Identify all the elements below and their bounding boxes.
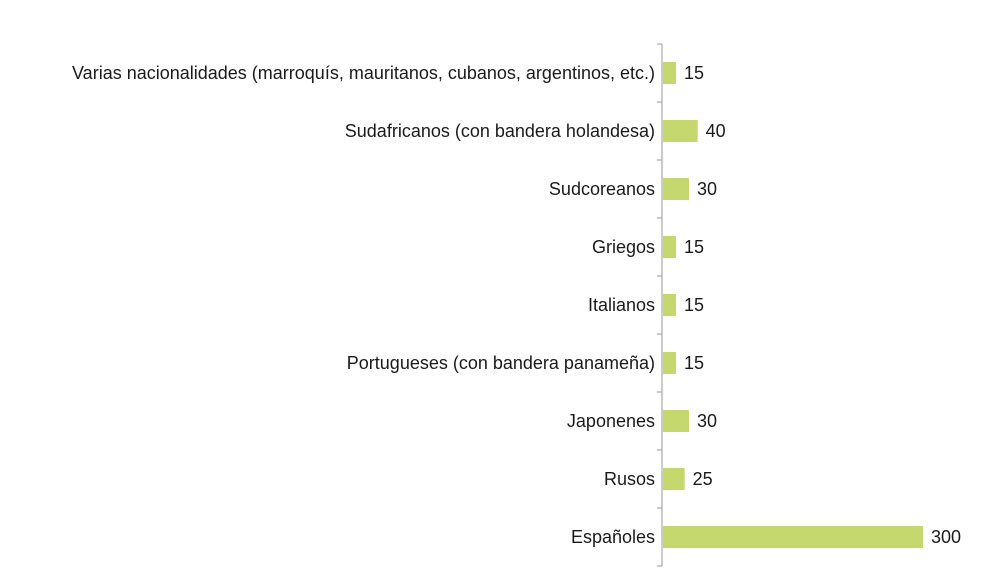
- data-label: 15: [684, 295, 704, 315]
- category-label: Españoles: [571, 527, 655, 547]
- data-label: 30: [697, 179, 717, 199]
- data-label: 300: [931, 527, 961, 547]
- category-label: Griegos: [592, 237, 655, 257]
- bar-7: [663, 468, 685, 490]
- bar-5: [663, 352, 676, 374]
- category-label: Italianos: [588, 295, 655, 315]
- bar-6: [663, 410, 689, 432]
- data-label: 25: [693, 469, 713, 489]
- bar-3: [663, 236, 676, 258]
- category-label: Japonenes: [567, 411, 655, 431]
- data-label: 15: [684, 63, 704, 83]
- value-labels-layer: 15 40 30 15 15 15 30 25 300: [684, 63, 961, 547]
- axis-layer: [657, 43, 663, 567]
- bar-0: [663, 62, 676, 84]
- category-label: Rusos: [604, 469, 655, 489]
- category-label: Varias nacionalidades (marroquís, maurit…: [72, 63, 655, 83]
- category-labels-layer: Varias nacionalidades (marroquís, maurit…: [72, 63, 655, 547]
- bar-1: [663, 120, 698, 142]
- category-label: Sudcoreanos: [549, 179, 655, 199]
- category-label: Portugueses (con bandera panameña): [347, 353, 655, 373]
- data-label: 15: [684, 237, 704, 257]
- data-label: 40: [706, 121, 726, 141]
- bar-8: [663, 526, 923, 548]
- category-label: Sudafricanos (con bandera holandesa): [345, 121, 655, 141]
- data-label: 15: [684, 353, 704, 373]
- bar-4: [663, 294, 676, 316]
- bar-2: [663, 178, 689, 200]
- bars-layer: [663, 62, 923, 548]
- data-label: 30: [697, 411, 717, 431]
